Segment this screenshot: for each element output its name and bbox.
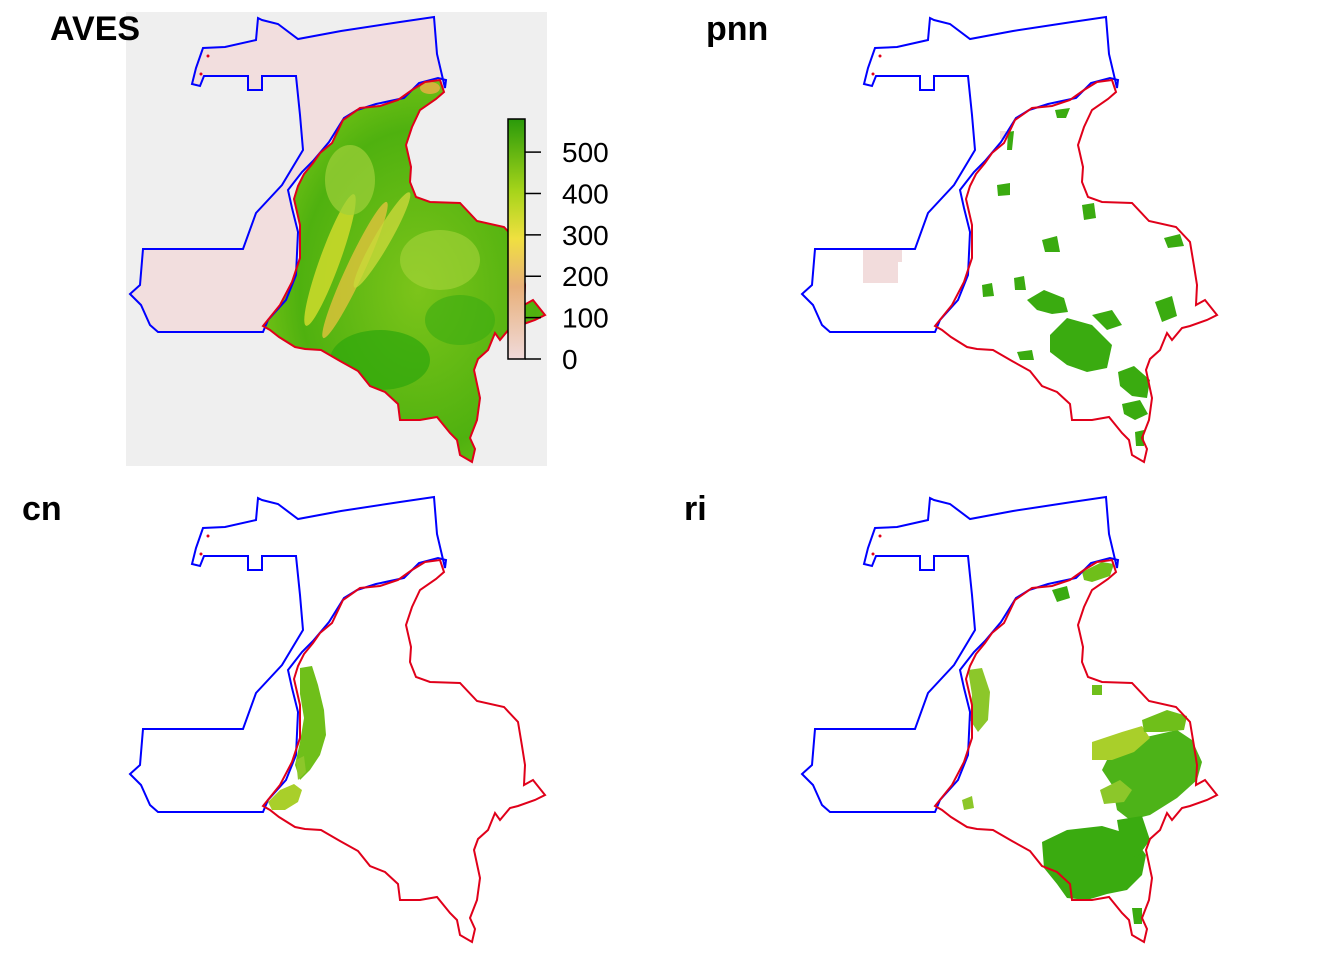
panel-ri: ri	[684, 490, 1218, 943]
legend-tick-label: 0	[562, 344, 578, 375]
legend-tick-label: 400	[562, 178, 609, 209]
aves-highland-2	[400, 230, 480, 290]
pnn-area-north-1	[1055, 108, 1070, 118]
cn-pacific-strip	[295, 666, 326, 780]
cn-outer-boundary	[129, 496, 447, 813]
pnn-area-south-tip	[1135, 430, 1144, 446]
legend: 0 100 200 300 400 500	[507, 118, 609, 375]
pnn-low-value-block-3	[1000, 131, 1006, 139]
aves-highland-1	[325, 145, 375, 215]
pnn-low-value-block-1	[863, 250, 898, 283]
pnn-area-southeast	[1122, 400, 1148, 420]
aves-island-dot-2	[199, 72, 203, 76]
aves-ridge-band-2	[322, 201, 388, 339]
ri-island-dot-2	[871, 552, 875, 556]
pnn-area-east-1	[1155, 296, 1177, 322]
pnn-area-andes-5	[982, 283, 994, 297]
pnn-island-dot-1	[878, 54, 882, 58]
aves-ridge-band-3	[353, 192, 411, 288]
ri-guajira	[1082, 562, 1114, 582]
pnn-area-east-2	[1092, 310, 1122, 330]
pnn-area-southwest	[1017, 350, 1034, 360]
legend-colorbar	[507, 118, 526, 360]
panel-cn: cn	[22, 490, 546, 943]
ri-east-light	[1092, 726, 1150, 760]
ri-east-upper	[1142, 710, 1187, 732]
pnn-country-boundary	[934, 79, 1218, 463]
legend-tick-label: 200	[562, 261, 609, 292]
ri-south-strip	[1117, 816, 1150, 858]
panel-title-cn: cn	[22, 490, 62, 528]
ri-pacific-south	[962, 796, 974, 810]
ri-sierra-nevada	[1052, 586, 1070, 602]
ri-island-dot-1	[878, 534, 882, 538]
legend-tick-label: 100	[562, 303, 609, 334]
cn-pacific-south	[268, 784, 302, 810]
ri-south-tip	[1132, 908, 1142, 924]
legend-tick-label: 500	[562, 137, 609, 168]
panel-title-aves: AVES	[50, 10, 140, 48]
pnn-area-caribbean	[1007, 131, 1014, 150]
panel-title-ri: ri	[684, 490, 707, 528]
pnn-outer-boundary	[801, 16, 1119, 333]
pnn-area-south	[1118, 366, 1150, 398]
pnn-island-dot-2	[871, 72, 875, 76]
aves-caribbean-peak	[420, 82, 440, 94]
cn-island-dot-1	[206, 534, 210, 538]
pnn-area-andes-3	[1082, 203, 1096, 220]
panel-pnn: pnn	[706, 10, 1218, 463]
pnn-protected-areas	[982, 108, 1184, 446]
pnn-area-andes-1	[997, 183, 1010, 196]
pnn-area-andes-4	[1014, 276, 1026, 290]
aves-lowland-2	[425, 295, 495, 345]
cn-pacific-mid	[296, 756, 306, 780]
legend-tick-label: 300	[562, 220, 609, 251]
cn-island-dot-2	[199, 552, 203, 556]
aves-richness-raster	[263, 80, 545, 462]
pnn-area-andes-2	[1042, 236, 1060, 252]
pnn-area-amazon-large	[1050, 318, 1112, 372]
pnn-area-central	[1027, 290, 1068, 314]
ri-east-light-2	[1100, 780, 1132, 804]
panel-title-pnn: pnn	[706, 10, 768, 48]
ri-outer-boundary	[801, 496, 1119, 813]
ri-indigenous-reserves	[962, 562, 1202, 924]
pnn-low-value-block-2	[898, 250, 902, 262]
panel-aves: 0 100 200 300 400 500 AVES	[50, 10, 609, 466]
pnn-area-east-3	[1164, 234, 1184, 248]
cn-community-lands	[268, 666, 326, 810]
ri-andes-patch	[1092, 685, 1102, 695]
aves-island-dot-1	[206, 54, 210, 58]
aves-ridge-band-1	[304, 194, 356, 326]
ri-pacific-coast	[968, 668, 990, 732]
